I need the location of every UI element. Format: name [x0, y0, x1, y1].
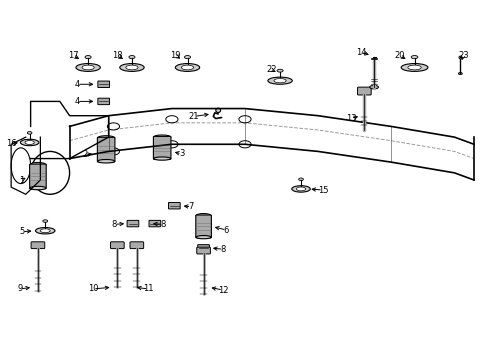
- Ellipse shape: [43, 220, 48, 222]
- Ellipse shape: [82, 65, 94, 70]
- Text: 20: 20: [394, 51, 405, 60]
- Ellipse shape: [129, 55, 135, 59]
- Text: 12: 12: [218, 285, 228, 294]
- Ellipse shape: [120, 64, 144, 71]
- Ellipse shape: [76, 64, 100, 71]
- FancyBboxPatch shape: [30, 164, 46, 189]
- Text: 23: 23: [458, 51, 468, 60]
- Ellipse shape: [30, 186, 46, 190]
- Text: 15: 15: [318, 185, 328, 194]
- Ellipse shape: [40, 229, 50, 233]
- Ellipse shape: [126, 65, 138, 70]
- Text: 16: 16: [6, 139, 17, 148]
- Text: 14: 14: [356, 48, 366, 57]
- Text: 22: 22: [267, 66, 277, 75]
- Ellipse shape: [153, 157, 171, 160]
- FancyBboxPatch shape: [98, 137, 115, 162]
- FancyBboxPatch shape: [31, 242, 45, 249]
- Text: 13: 13: [346, 114, 357, 123]
- Text: 2: 2: [83, 150, 88, 159]
- Ellipse shape: [401, 64, 428, 71]
- Ellipse shape: [411, 55, 418, 59]
- Text: 6: 6: [224, 225, 229, 234]
- Ellipse shape: [216, 108, 220, 112]
- Text: 18: 18: [112, 51, 122, 60]
- FancyBboxPatch shape: [149, 220, 161, 227]
- Ellipse shape: [299, 178, 303, 181]
- Text: 5: 5: [19, 227, 24, 236]
- Ellipse shape: [268, 77, 292, 84]
- Ellipse shape: [30, 162, 46, 167]
- Ellipse shape: [274, 78, 286, 83]
- FancyBboxPatch shape: [98, 98, 110, 105]
- Ellipse shape: [196, 235, 211, 239]
- Ellipse shape: [292, 186, 310, 192]
- Ellipse shape: [98, 159, 115, 163]
- Ellipse shape: [98, 136, 115, 140]
- Text: 8: 8: [112, 220, 117, 229]
- Text: 10: 10: [88, 284, 98, 293]
- Text: 17: 17: [68, 51, 79, 60]
- Ellipse shape: [370, 85, 378, 89]
- Ellipse shape: [35, 228, 55, 234]
- Ellipse shape: [408, 65, 421, 70]
- FancyBboxPatch shape: [111, 242, 124, 249]
- FancyBboxPatch shape: [198, 245, 209, 251]
- FancyBboxPatch shape: [130, 242, 144, 249]
- Ellipse shape: [184, 55, 191, 59]
- Text: 1: 1: [19, 176, 24, 185]
- Ellipse shape: [459, 72, 462, 75]
- FancyBboxPatch shape: [169, 203, 180, 209]
- FancyBboxPatch shape: [98, 81, 110, 87]
- Ellipse shape: [196, 213, 211, 218]
- Ellipse shape: [153, 135, 171, 139]
- Ellipse shape: [85, 55, 91, 59]
- Text: 7: 7: [189, 202, 194, 211]
- Ellipse shape: [277, 69, 283, 72]
- Text: 9: 9: [17, 284, 23, 293]
- Ellipse shape: [27, 131, 32, 134]
- FancyBboxPatch shape: [197, 247, 210, 254]
- FancyBboxPatch shape: [127, 220, 139, 227]
- Text: 19: 19: [171, 51, 181, 60]
- Ellipse shape: [175, 64, 200, 71]
- Text: 8: 8: [221, 245, 226, 254]
- FancyBboxPatch shape: [196, 215, 211, 238]
- Ellipse shape: [25, 140, 34, 144]
- Ellipse shape: [21, 139, 39, 146]
- Ellipse shape: [181, 65, 194, 70]
- FancyBboxPatch shape: [153, 136, 171, 159]
- Text: 21: 21: [189, 112, 199, 121]
- Text: 8: 8: [160, 220, 166, 229]
- Ellipse shape: [459, 56, 462, 59]
- Text: 4: 4: [74, 97, 79, 106]
- Text: 11: 11: [143, 284, 154, 293]
- Text: 4: 4: [74, 80, 79, 89]
- Ellipse shape: [296, 187, 306, 191]
- FancyBboxPatch shape: [358, 87, 371, 95]
- Text: 3: 3: [179, 149, 184, 158]
